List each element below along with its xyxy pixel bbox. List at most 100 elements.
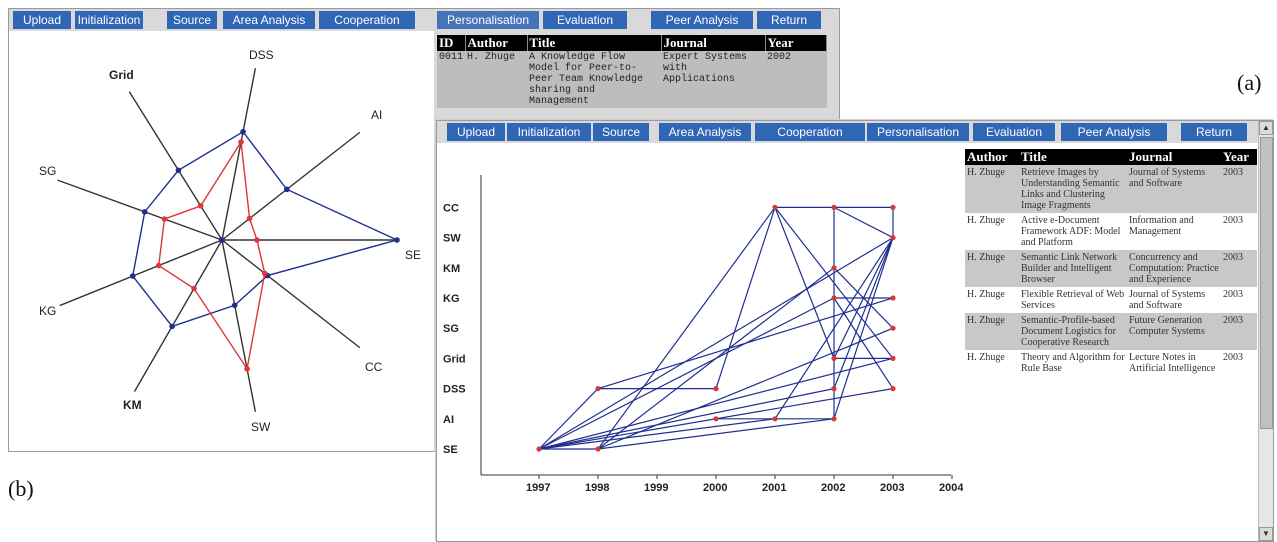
radar-axis-sg [57, 179, 223, 241]
scroll-down-arrow-icon[interactable]: ▼ [1259, 527, 1273, 541]
cell-title: Retrieve Images by Understanding Semanti… [1019, 165, 1127, 213]
timeline-point [890, 386, 896, 392]
cell-journal: Expert Systems with Applications [661, 51, 766, 108]
timeline-point [831, 204, 837, 210]
radar-axis-label-sg: SG [39, 164, 56, 178]
menu-upload-button[interactable]: Upload [13, 11, 71, 29]
x-tick-label-2000: 2000 [703, 482, 727, 494]
timeline-link [833, 297, 894, 389]
col-header-year: Year [1221, 149, 1257, 165]
timeline-point [772, 204, 778, 210]
menu-initialization-button[interactable]: Initialization [507, 123, 591, 141]
cell-title: Theory and Algorithm for Rule Base [1019, 350, 1127, 376]
menu-personalisation-button[interactable]: Personalisation [867, 123, 969, 141]
timeline-point [831, 386, 837, 392]
paper-table-b: Author Title Journal Year H. Zhuge Retrie… [965, 149, 1257, 376]
menu-bar: Upload Initialization Source Area Analysis C… [437, 121, 1273, 143]
scroll-thumb[interactable] [1260, 137, 1273, 429]
radar-point [175, 167, 182, 174]
x-tick-label-1997: 1997 [526, 482, 550, 494]
cell-year: 2002 [765, 51, 827, 108]
radar-point [129, 273, 136, 279]
cell-title: Active e-Document Framework ADF: Model a… [1019, 213, 1127, 250]
radar-point [161, 216, 168, 222]
radar-axis-label-sw: SW [251, 420, 271, 434]
menu-personalisation-button[interactable]: Personalisation [437, 11, 539, 29]
radar-point [284, 186, 290, 193]
cell-title: Semantic-Profile-based Document Logistic… [1019, 313, 1127, 350]
timeline-link [538, 388, 599, 450]
menu-upload-button[interactable]: Upload [447, 123, 505, 141]
cell-journal: Journal of Systems and Software [1127, 287, 1221, 313]
timeline-link [597, 267, 835, 450]
table-row[interactable]: H. Zhuge Retrieve Images by Understanding… [965, 165, 1257, 213]
radar-axis-label-cc: CC [365, 360, 383, 374]
col-header-title: Title [527, 35, 662, 51]
cell-journal: Lecture Notes in Artificial Intelligence [1127, 350, 1221, 376]
timeline-link [597, 418, 835, 450]
y-tick-label-km: KM [443, 263, 460, 275]
x-tick-label-2003: 2003 [880, 482, 904, 494]
y-tick-label-ai: AI [443, 414, 454, 426]
radar-point [244, 366, 250, 372]
table-row[interactable]: H. Zhuge Flexible Retrieval of Web Servic… [965, 287, 1257, 313]
table-row[interactable]: 0011 H. Zhuge A Knowledge Flow Model for… [437, 51, 827, 108]
col-header-journal: Journal [1127, 149, 1221, 165]
menu-return-button[interactable]: Return [757, 11, 821, 29]
cell-author: H. Zhuge [965, 165, 1019, 213]
radar-axis-label-grid: Grid [109, 68, 134, 82]
radar-chart: DSS AI SE CC SW KM KG SG Grid [39, 48, 421, 434]
radar-series-1-line [132, 130, 400, 328]
table-row[interactable]: H. Zhuge Active e-Document Framework ADF:… [965, 213, 1257, 250]
radar-point [254, 237, 260, 243]
menu-source-button[interactable]: Source [593, 123, 649, 141]
figure-label-b: (b) [8, 476, 34, 501]
radar-point [169, 323, 175, 330]
y-tick-label-cc: CC [443, 202, 459, 214]
radar-axis-kg [59, 239, 223, 307]
x-tick-label-1999: 1999 [644, 482, 668, 494]
table-row[interactable]: H. Zhuge Semantic-Profile-based Document … [965, 313, 1257, 350]
radar-axis-label-ai: AI [371, 108, 382, 122]
cell-author: H. Zhuge [965, 313, 1019, 350]
menu-initialization-button[interactable]: Initialization [75, 11, 143, 29]
table-row[interactable]: H. Zhuge Semantic Link Network Builder an… [965, 250, 1257, 287]
col-header-author: Author [465, 35, 528, 51]
timeline-link [597, 207, 776, 450]
cell-author: H. Zhuge [965, 213, 1019, 250]
radar-point [394, 237, 400, 243]
timeline-point [595, 446, 601, 452]
radar-point [240, 128, 246, 135]
scroll-up-arrow-icon[interactable]: ▲ [1259, 121, 1273, 135]
radar-axis-label-km: KM [123, 398, 142, 412]
table-row[interactable]: H. Zhuge Theory and Algorithm for Rule Ba… [965, 350, 1257, 376]
timeline-link [774, 207, 835, 359]
menu-return-button[interactable]: Return [1181, 123, 1247, 141]
cell-author: H. Zhuge [465, 51, 528, 108]
menu-peer-analysis-button[interactable]: Peer Analysis [651, 11, 753, 29]
timeline-link [538, 297, 835, 450]
menu-cooperation-button[interactable]: Cooperation [319, 11, 415, 29]
cell-author: H. Zhuge [965, 287, 1019, 313]
menu-evaluation-button[interactable]: Evaluation [973, 123, 1055, 141]
timeline-point [831, 265, 837, 271]
y-tick-label-grid: Grid [443, 353, 466, 365]
timeline-link [833, 237, 894, 389]
x-tick-label-1998: 1998 [585, 482, 609, 494]
paper-table-b-container[interactable]: Author Title Journal Year H. Zhuge Retrie… [965, 149, 1257, 541]
menu-peer-analysis-button[interactable]: Peer Analysis [1061, 123, 1167, 141]
vertical-scrollbar[interactable]: ▲ ▼ [1258, 121, 1273, 541]
radar-point [141, 209, 148, 215]
radar-axis-label-kg: KG [39, 304, 56, 318]
cell-journal: Concurrency and Computation: Practice an… [1127, 250, 1221, 287]
radar-axis-km [133, 239, 223, 392]
radar-point [231, 302, 238, 309]
timeline-link [538, 388, 835, 450]
menu-cooperation-button[interactable]: Cooperation [755, 123, 865, 141]
menu-source-button[interactable]: Source [167, 11, 217, 29]
menu-area-analysis-button[interactable]: Area Analysis [659, 123, 751, 141]
cell-id: 0011 [437, 51, 466, 108]
menu-evaluation-button[interactable]: Evaluation [543, 11, 627, 29]
cell-title: A Knowledge Flow Model for Peer-to-Peer … [527, 51, 662, 108]
menu-area-analysis-button[interactable]: Area Analysis [223, 11, 315, 29]
